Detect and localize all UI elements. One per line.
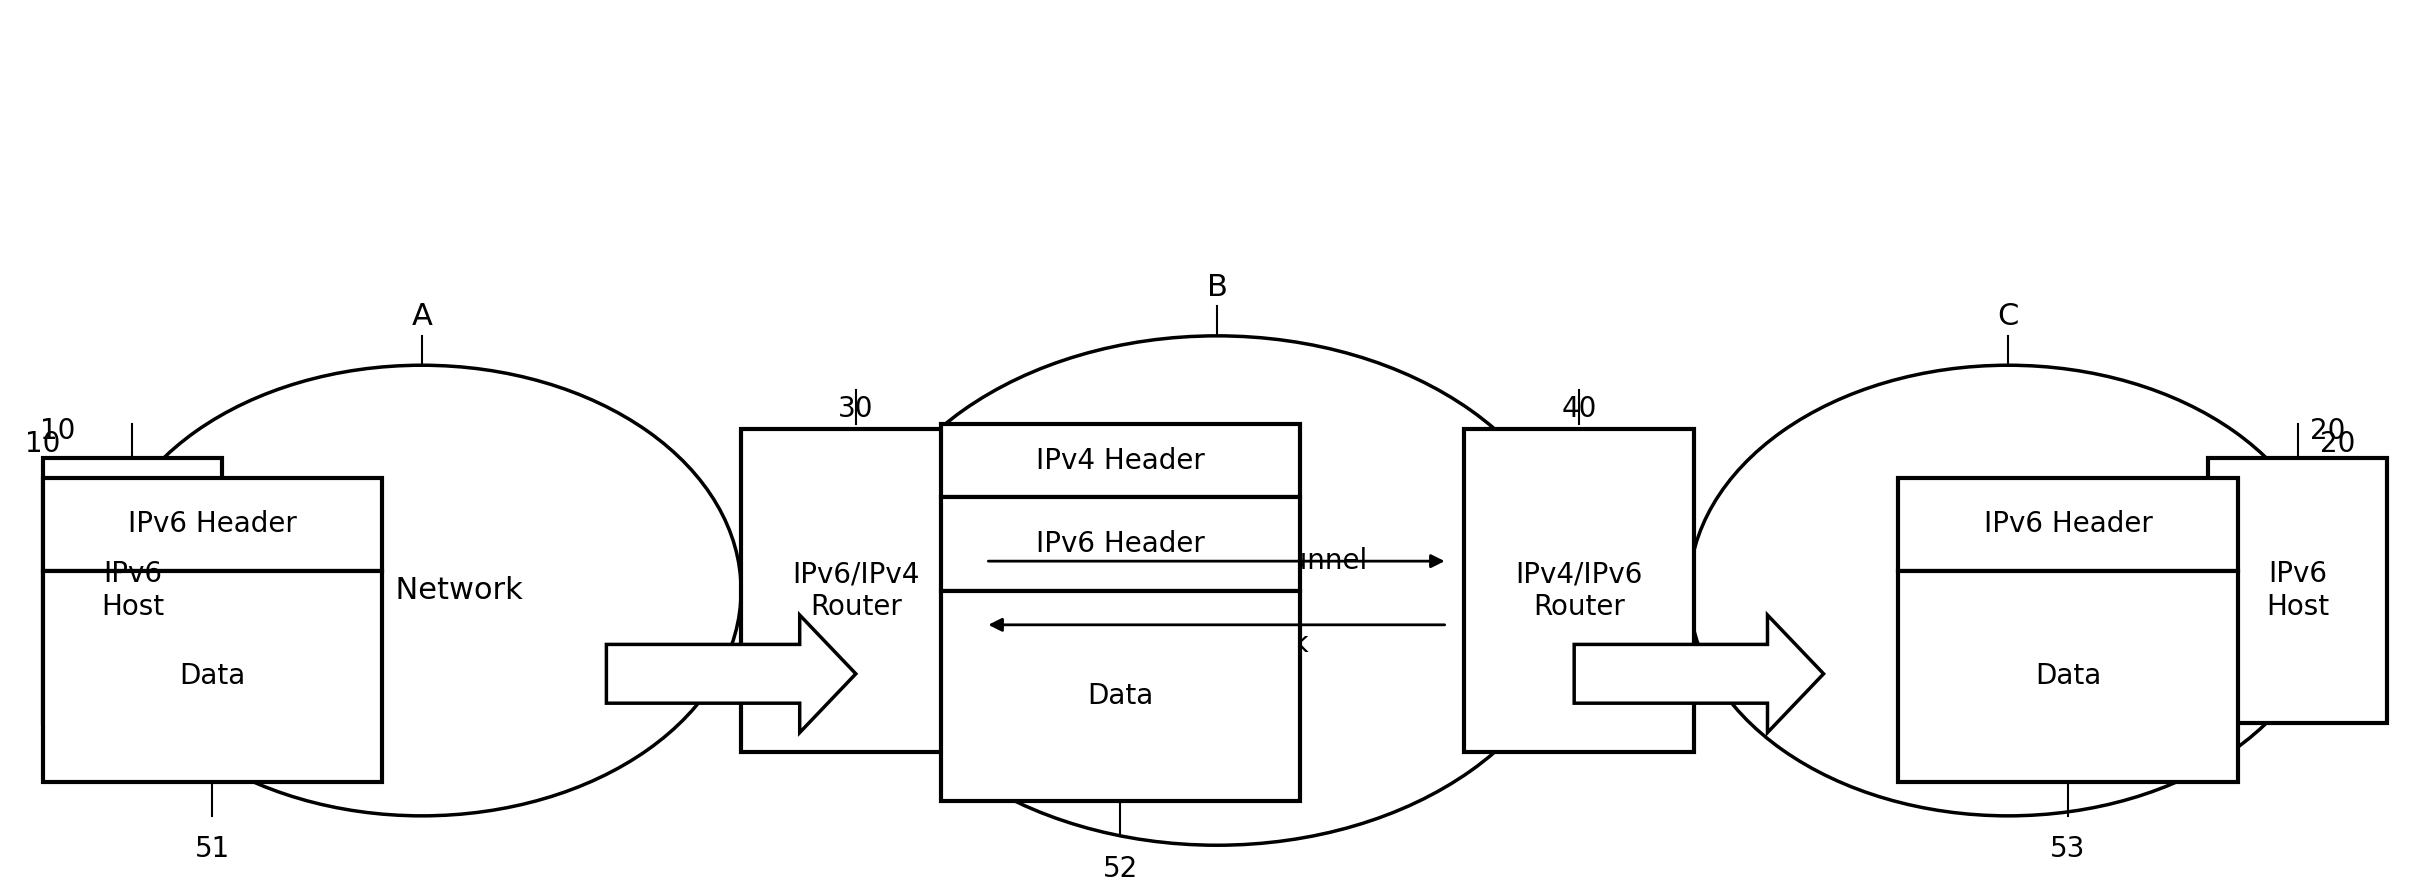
Ellipse shape (1689, 365, 2328, 816)
Text: Data: Data (1088, 682, 1153, 710)
Text: 10: 10 (24, 430, 61, 457)
Text: 20: 20 (2309, 417, 2345, 445)
Polygon shape (1574, 615, 1825, 732)
Text: IPv4 Header: IPv4 Header (1036, 447, 1204, 474)
Text: IPv6 Network: IPv6 Network (321, 576, 523, 605)
Text: IPv6
Host: IPv6 Host (2265, 561, 2328, 620)
Text: B: B (1207, 272, 1226, 302)
Text: 30: 30 (837, 395, 873, 424)
Bar (1898, 478, 2238, 571)
Text: 20: 20 (2319, 430, 2355, 457)
Text: IPv4/IPv6
Router: IPv4/IPv6 Router (1516, 561, 1642, 620)
Bar (942, 591, 1299, 801)
Text: IPv4 Network: IPv4 Network (1124, 630, 1309, 659)
Bar (44, 571, 382, 781)
Text: IPv6 Network: IPv6 Network (1907, 576, 2109, 605)
Ellipse shape (859, 336, 1577, 846)
Bar (44, 478, 382, 571)
Text: 40: 40 (1562, 395, 1596, 424)
Text: 51: 51 (195, 836, 231, 863)
Polygon shape (606, 615, 856, 732)
Text: Data: Data (180, 662, 246, 691)
Bar (942, 424, 1299, 498)
Text: 53: 53 (2051, 836, 2085, 863)
Ellipse shape (102, 365, 742, 816)
Text: IPv6 Header: IPv6 Header (1036, 530, 1204, 558)
Text: C: C (1997, 302, 2019, 331)
Text: 52: 52 (1102, 855, 1139, 883)
Text: IPv6 Header: IPv6 Header (129, 511, 297, 538)
Text: A: A (411, 302, 433, 331)
Text: IPv6 Header: IPv6 Header (1983, 511, 2153, 538)
Bar (1898, 571, 2238, 781)
Text: IPv6/IPv4
Router: IPv6/IPv4 Router (793, 561, 920, 620)
Bar (44, 458, 221, 723)
Bar (742, 429, 971, 752)
Text: 10: 10 (39, 417, 75, 445)
Bar (2207, 458, 2387, 723)
Text: Data: Data (2034, 662, 2102, 691)
Bar (942, 498, 1299, 591)
Bar (1465, 429, 1693, 752)
Text: IPv6 Transition Tunnel: IPv6 Transition Tunnel (1066, 547, 1367, 575)
Text: IPv6
Host: IPv6 Host (100, 561, 163, 620)
